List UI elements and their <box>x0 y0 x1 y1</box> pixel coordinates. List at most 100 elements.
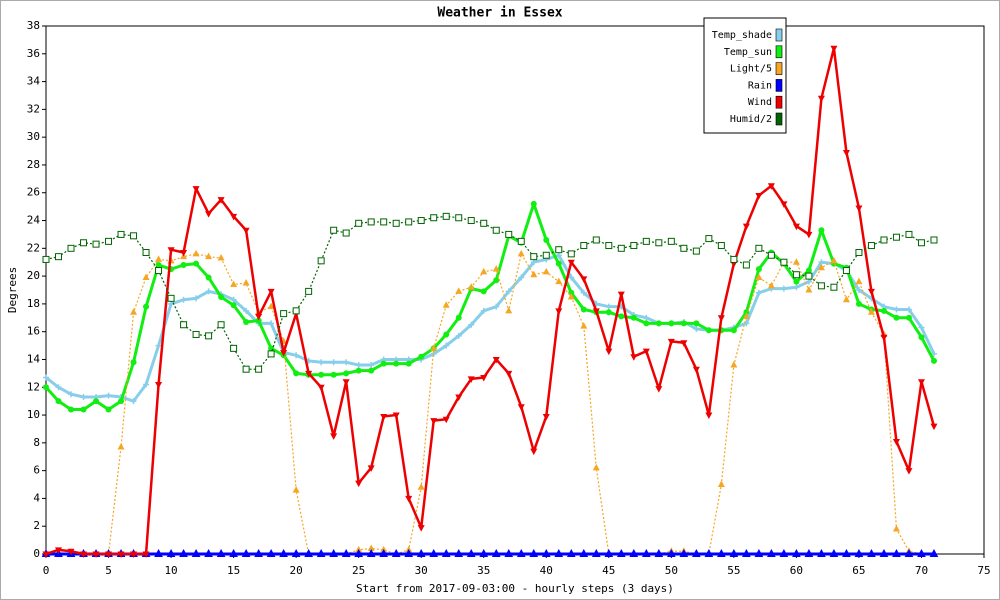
point <box>293 352 300 359</box>
point <box>805 272 813 280</box>
point <box>243 307 250 314</box>
point <box>118 398 125 405</box>
legend-label: Light/5 <box>730 64 772 75</box>
point <box>418 353 425 360</box>
point <box>266 548 276 557</box>
point <box>430 418 438 425</box>
point <box>117 443 125 450</box>
point <box>854 548 864 557</box>
point <box>616 548 626 557</box>
point <box>180 296 187 303</box>
point <box>417 217 425 225</box>
point <box>780 285 787 292</box>
point <box>667 338 675 346</box>
y-tick-label: 4 <box>33 491 40 504</box>
point <box>892 548 901 557</box>
legend-swatch <box>775 112 783 126</box>
point <box>67 244 75 252</box>
point <box>217 321 225 329</box>
point <box>780 201 788 208</box>
point <box>655 320 662 327</box>
point <box>693 325 700 332</box>
point <box>405 360 412 367</box>
point <box>542 267 550 275</box>
point <box>179 548 188 557</box>
point <box>830 45 838 53</box>
point <box>543 236 550 243</box>
point <box>567 292 575 300</box>
point <box>567 250 575 258</box>
x-tick-label: 35 <box>477 564 490 577</box>
point <box>567 259 575 267</box>
point <box>279 548 288 557</box>
point <box>180 249 188 257</box>
point <box>317 384 325 392</box>
y-axis-label: Degrees <box>6 267 19 313</box>
point <box>918 334 925 341</box>
point <box>130 398 137 405</box>
point <box>43 374 49 381</box>
point <box>893 306 900 313</box>
point <box>518 274 525 281</box>
point <box>505 230 513 238</box>
point <box>155 381 163 389</box>
y-tick-label: 12 <box>27 380 40 393</box>
point <box>817 548 826 557</box>
point <box>566 548 576 557</box>
point <box>367 465 375 472</box>
point <box>142 551 150 558</box>
point <box>530 259 537 266</box>
point <box>267 302 275 310</box>
point <box>930 357 937 364</box>
point <box>580 276 588 283</box>
point <box>43 384 49 391</box>
point <box>343 359 350 366</box>
point <box>430 344 438 351</box>
point <box>617 244 625 252</box>
point <box>330 359 337 366</box>
legend-label: Wind <box>748 97 772 108</box>
point <box>380 413 388 421</box>
point <box>592 463 600 471</box>
point <box>529 548 539 557</box>
point <box>68 406 75 413</box>
point <box>692 247 700 255</box>
point <box>830 283 838 291</box>
point <box>767 251 775 259</box>
y-tick-label: 8 <box>33 436 40 449</box>
point <box>705 235 713 243</box>
point <box>367 544 375 551</box>
point <box>442 416 450 424</box>
point <box>205 332 213 340</box>
point <box>330 433 338 440</box>
point <box>555 246 563 254</box>
point <box>379 548 389 557</box>
point <box>55 398 62 405</box>
point <box>817 282 825 290</box>
point <box>404 548 414 557</box>
legend-label: Temp_sun <box>724 47 772 58</box>
point <box>205 288 212 295</box>
point <box>742 223 750 231</box>
point <box>130 359 137 366</box>
point <box>255 365 263 373</box>
point <box>880 334 888 342</box>
point <box>143 381 150 388</box>
point <box>792 271 800 279</box>
point <box>805 286 813 293</box>
point <box>642 348 650 356</box>
point <box>755 289 762 296</box>
point <box>792 548 801 557</box>
point <box>329 548 338 557</box>
point <box>166 548 176 557</box>
point <box>380 360 387 367</box>
point <box>392 219 400 227</box>
point <box>792 258 800 265</box>
point <box>892 233 900 241</box>
point <box>554 548 564 557</box>
point <box>555 260 562 267</box>
point <box>193 295 200 302</box>
y-tick-label: 18 <box>27 297 40 310</box>
point <box>154 548 163 557</box>
point <box>666 548 676 557</box>
